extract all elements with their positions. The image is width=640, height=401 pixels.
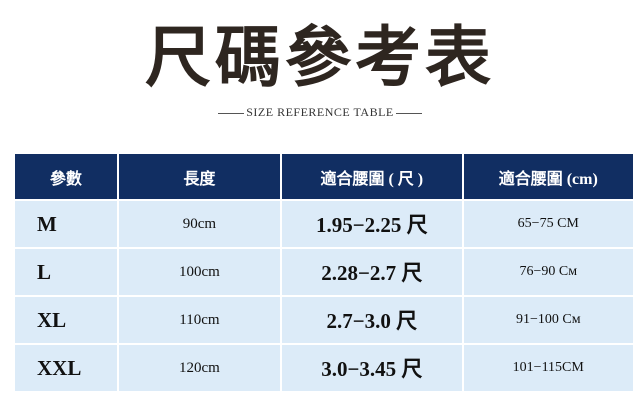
header-cell: 適合腰圍 ( 尺 ) <box>280 152 464 201</box>
header-cell: 長度 <box>116 152 283 201</box>
size-table: 參數 長度 適合腰圍 ( 尺 ) 適合腰圍 (cm) M 90cm 1.95−2… <box>13 152 636 393</box>
size-cell: XXL <box>13 343 119 393</box>
waist-cm-cell: 91−100 Cм <box>461 295 636 345</box>
waist-chi-cell: 3.0−3.45 尺 <box>280 343 464 393</box>
length-cell: 90cm <box>116 199 283 249</box>
waist-cm-cell: 65−75 CM <box>461 199 636 249</box>
table-row: M 90cm 1.95−2.25 尺 65−75 CM <box>13 199 636 249</box>
waist-chi-cell: 1.95−2.25 尺 <box>280 199 464 249</box>
header-cell: 參數 <box>13 152 119 201</box>
table-row: L 100cm 2.28−2.7 尺 76−90 Cм <box>13 247 636 297</box>
length-cell: 110cm <box>116 295 283 345</box>
subtitle-text: SIZE REFERENCE TABLE <box>246 105 394 119</box>
waist-chi-cell: 2.28−2.7 尺 <box>280 247 464 297</box>
table-row: XXL 120cm 3.0−3.45 尺 101−115CM <box>13 343 636 393</box>
waist-cm-cell: 76−90 Cм <box>461 247 636 297</box>
size-cell: XL <box>13 295 119 345</box>
size-cell: L <box>13 247 119 297</box>
subtitle: SIZE REFERENCE TABLE <box>0 105 640 120</box>
waist-cm-cell: 101−115CM <box>461 343 636 393</box>
length-cell: 100cm <box>116 247 283 297</box>
divider <box>395 112 422 114</box>
size-cell: M <box>13 199 119 249</box>
divider <box>218 112 245 114</box>
length-cell: 120cm <box>116 343 283 393</box>
table-header-row: 參數 長度 適合腰圍 ( 尺 ) 適合腰圍 (cm) <box>13 152 636 201</box>
page-title: 尺碼參考表 <box>145 18 495 96</box>
table-row: XL 110cm 2.7−3.0 尺 91−100 Cм <box>13 295 636 345</box>
header-cell: 適合腰圍 (cm) <box>461 152 636 201</box>
waist-chi-cell: 2.7−3.0 尺 <box>280 295 464 345</box>
